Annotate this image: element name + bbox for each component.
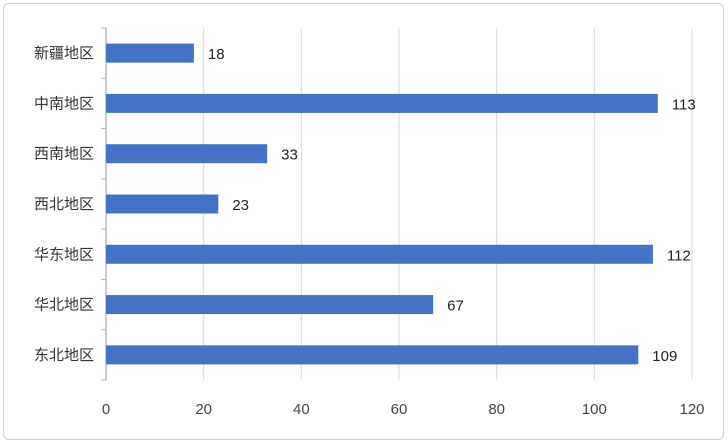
data-label-4: 112	[667, 247, 691, 264]
bar-1	[106, 93, 658, 113]
category-label-2: 西南地区	[34, 145, 94, 163]
x-tick-label-80: 80	[488, 401, 505, 418]
bar-3	[106, 194, 219, 214]
data-label-2: 33	[281, 147, 298, 164]
data-label-0: 18	[208, 46, 225, 63]
bar-2	[106, 144, 268, 164]
data-label-3: 23	[232, 197, 249, 214]
bar-4	[106, 244, 653, 264]
x-tick-label-20: 20	[195, 401, 212, 418]
category-label-1: 中南地区	[34, 94, 94, 112]
category-label-5: 华北地区	[34, 296, 94, 314]
category-label-6: 东北地区	[34, 346, 94, 364]
bar-0	[106, 43, 194, 63]
x-tick-label-120: 120	[679, 401, 704, 418]
data-label-6: 109	[652, 348, 677, 365]
category-label-3: 西北地区	[34, 195, 94, 213]
bar-5	[106, 295, 434, 315]
x-tick-label-0: 0	[102, 401, 110, 418]
chart-frame	[3, 3, 724, 440]
x-tick-label-40: 40	[293, 401, 310, 418]
category-label-0: 新疆地区	[34, 44, 94, 62]
x-tick-label-60: 60	[391, 401, 408, 418]
category-label-4: 华东地区	[34, 245, 94, 263]
data-label-5: 67	[447, 298, 464, 315]
data-label-1: 113	[672, 96, 696, 113]
bar-6	[106, 345, 639, 365]
x-tick-label-100: 100	[582, 401, 607, 418]
